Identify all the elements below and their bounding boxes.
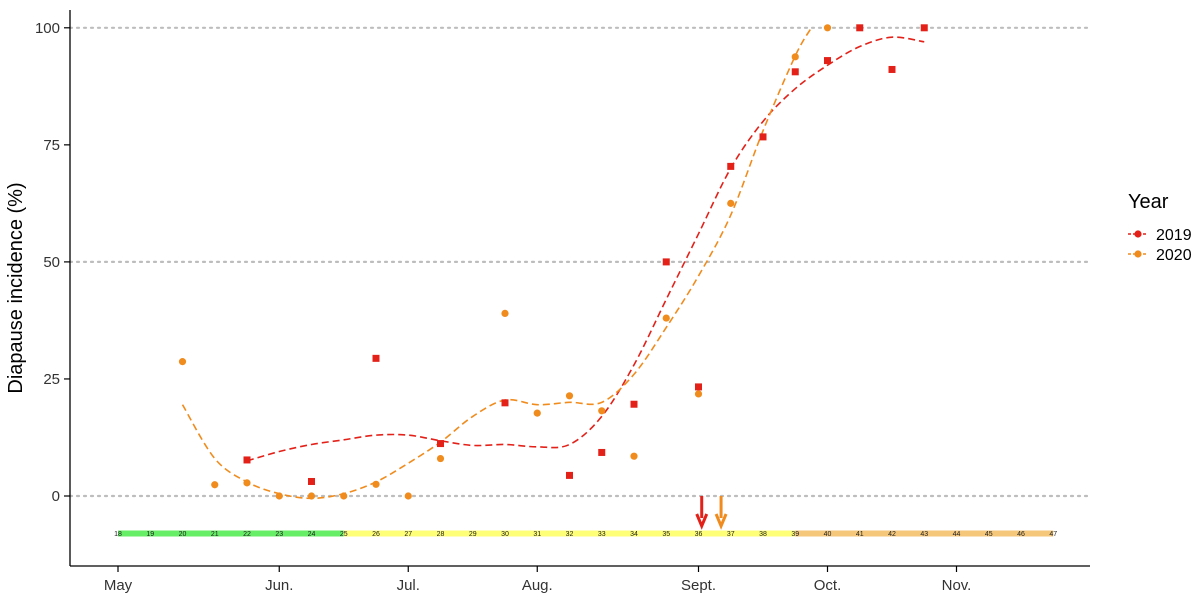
week-label: 33 (598, 531, 606, 538)
week-label: 37 (727, 531, 735, 538)
data-point-2019 (243, 456, 251, 464)
data-point-2020 (436, 454, 445, 463)
data-point-2020 (630, 452, 638, 460)
legend-label-2020: 2020 (1156, 247, 1192, 264)
data-point-2020 (340, 492, 348, 500)
data-point-2020 (662, 314, 670, 322)
data-point-2020 (598, 407, 606, 415)
data-point-2019 (888, 65, 896, 73)
week-label: 39 (791, 531, 799, 538)
week-label: 26 (372, 531, 380, 538)
data-point-2019 (372, 354, 380, 362)
y-ticks: 0 25 50 75 100 (35, 20, 70, 505)
y-tick-label: 75 (43, 137, 60, 154)
y-tick-label: 25 (43, 371, 60, 388)
week-label: 42 (888, 531, 896, 538)
week-label: 36 (695, 531, 703, 538)
x-tick-label: Jun. (265, 577, 293, 594)
data-point-2019 (308, 477, 315, 485)
data-point-2020 (565, 392, 574, 400)
week-label: 40 (824, 531, 832, 538)
week-label: 44 (953, 531, 961, 538)
data-points (178, 24, 928, 500)
week-label: 45 (985, 531, 993, 538)
week-label: 47 (1049, 531, 1057, 538)
x-tick-label: Sept. (681, 577, 716, 594)
data-point-2019 (662, 258, 670, 266)
data-point-2019 (791, 68, 799, 76)
data-point-2019 (630, 400, 638, 408)
week-label: 46 (1017, 531, 1025, 538)
week-label: 22 (243, 531, 251, 538)
week-label: 23 (275, 531, 283, 538)
trend-lines (181, 27, 925, 500)
data-point-2019 (727, 162, 735, 170)
y-axis-title: Diapause incidence (%) (5, 182, 27, 393)
x-ticks: May Jun. Jul. Aug. Sept. Oct. Nov. (104, 566, 972, 594)
week-label: 35 (662, 531, 670, 538)
data-point-2020 (372, 480, 380, 488)
x-tick-label: Aug. (522, 577, 553, 594)
data-point-2019 (856, 24, 864, 32)
data-point-2020 (501, 309, 509, 318)
week-label: 27 (404, 531, 412, 538)
data-point-2019 (501, 399, 509, 407)
data-point-2020 (694, 390, 703, 398)
data-point-2020 (727, 199, 735, 207)
week-label: 43 (920, 531, 928, 538)
week-label: 21 (211, 531, 219, 538)
arrow-head (714, 513, 728, 530)
trend-line-2020 (181, 27, 813, 500)
week-label: 30 (501, 531, 509, 538)
axes (69, 10, 1090, 567)
data-point-2020 (823, 24, 832, 32)
week-label: 28 (437, 531, 445, 538)
data-point-2020 (307, 492, 316, 500)
arrow-head (695, 513, 709, 530)
legend-label-2019: 2019 (1156, 227, 1192, 244)
data-point-2019 (920, 24, 928, 32)
data-point-2019 (759, 133, 767, 141)
week-label: 19 (146, 531, 154, 538)
week-label: 32 (566, 531, 574, 538)
grid-lines (68, 26, 1092, 498)
x-tick-label: Jul. (397, 577, 420, 594)
data-point-2019 (695, 383, 702, 391)
data-point-2019 (566, 471, 573, 479)
y-tick-label: 50 (43, 254, 60, 271)
week-label: 31 (533, 531, 541, 538)
week-label: 20 (179, 531, 187, 538)
y-tick-label: 0 (52, 488, 60, 505)
data-point-2020 (275, 492, 283, 500)
legend-key-marker-2019 (1134, 230, 1142, 238)
x-tick-label: May (104, 577, 133, 594)
x-tick-label: Oct. (814, 577, 842, 594)
trend-line-2019 (246, 36, 925, 462)
data-point-2020 (533, 409, 541, 417)
data-point-2020 (404, 492, 412, 500)
legend-key-marker-2020 (1134, 250, 1142, 258)
week-bar: 18 19 20 21 22 23 24 25 26 27 28 29 30 31 32 33 34 35 36 37… (114, 530, 1057, 538)
arrows (695, 496, 728, 530)
data-point-2020 (791, 53, 799, 61)
data-point-2020 (211, 481, 219, 489)
data-point-2019 (437, 440, 444, 448)
y-tick-label: 100 (35, 20, 60, 37)
week-label: 24 (308, 531, 316, 538)
data-point-2019 (598, 448, 606, 456)
week-label: 29 (469, 531, 477, 538)
week-label: 38 (759, 531, 767, 538)
week-label: 18 (114, 531, 122, 538)
legend-title: Year (1128, 191, 1169, 213)
week-label: 25 (340, 531, 348, 538)
data-point-2020 (178, 358, 187, 366)
data-point-2019 (824, 57, 831, 65)
legend: Year 2019 2020 (1128, 191, 1192, 264)
week-label: 34 (630, 531, 638, 538)
x-tick-label: Nov. (942, 577, 972, 594)
week-label: 41 (856, 531, 864, 538)
data-point-2020 (243, 479, 251, 487)
